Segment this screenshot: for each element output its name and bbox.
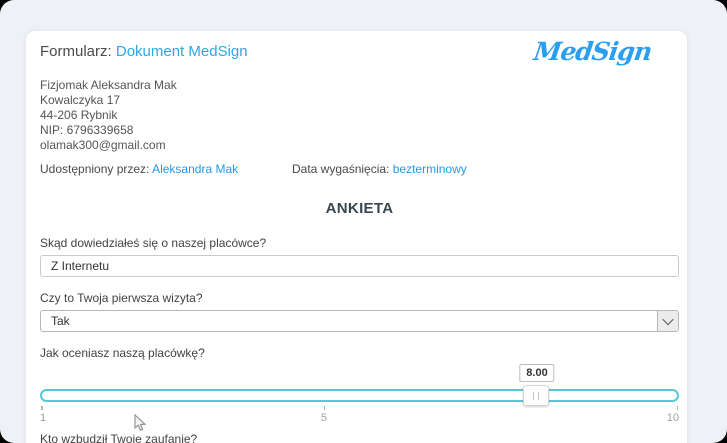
form-card: Formularz: Dokument MedSign MedSign Fizj…: [25, 30, 688, 443]
slider-handle[interactable]: [522, 385, 549, 406]
shared-by-link[interactable]: Aleksandra Mak: [152, 162, 239, 176]
select-dropdown-button[interactable]: [657, 311, 678, 331]
provider-address: Fizjomak Aleksandra Mak Kowalczyka 17 44…: [40, 78, 679, 153]
rating-slider: 8.00 1 5 10: [40, 362, 679, 428]
page-title: Formularz: Dokument MedSign: [40, 37, 248, 60]
provider-nip: NIP: 6796339658: [40, 123, 134, 137]
slider-tick-mid: [323, 406, 326, 410]
form-header: Formularz: Dokument MedSign MedSign: [40, 37, 679, 73]
form-name-link[interactable]: Dokument MedSign: [115, 43, 248, 60]
slider-label-mid: 5: [320, 412, 328, 424]
slider-tick-max: [676, 406, 678, 410]
medsign-logo: MedSign: [531, 37, 654, 66]
shared-by-label: Udostępniony przez:: [40, 162, 150, 176]
slider-label-max: 10: [666, 412, 679, 424]
provider-email: olamak300@gmail.com: [40, 138, 166, 152]
question-source-label: Skąd dowiedziałeś się o naszej placówce?: [40, 236, 267, 250]
meta-row: Udostępniony przez: Aleksandra Mak Data …: [40, 162, 679, 176]
provider-city: 44-206 Rybnik: [40, 108, 118, 122]
provider-name: Fizjomak Aleksandra Mak: [40, 78, 177, 92]
first-visit-select[interactable]: Tak: [40, 310, 679, 332]
expiry-value-link[interactable]: bezterminowy: [392, 162, 467, 176]
first-visit-selected-value: Tak: [51, 314, 70, 328]
shared-by: Udostępniony przez: Aleksandra Mak: [40, 162, 292, 176]
chevron-down-icon: [662, 313, 674, 326]
source-text-input[interactable]: [40, 255, 679, 277]
provider-street: Kowalczyka 17: [40, 93, 121, 107]
question-first-visit-label: Czy to Twoja pierwsza wizyta?: [40, 291, 203, 305]
expiry-label: Data wygaśnięcia:: [292, 162, 390, 176]
expiry: Data wygaśnięcia: bezterminowy: [292, 162, 544, 176]
slider-track[interactable]: [40, 385, 679, 406]
slider-value-tooltip: 8.00: [519, 364, 555, 382]
form-label: Formularz:: [40, 43, 112, 60]
question-trust-label: Kto wzbudził Twoje zaufanie?: [40, 432, 198, 443]
slider-tick-min: [41, 406, 43, 410]
question-rating-label: Jak oceniasz naszą placówkę?: [40, 346, 205, 360]
survey-title: ANKIETA: [325, 200, 394, 217]
slider-label-min: 1: [40, 412, 47, 424]
